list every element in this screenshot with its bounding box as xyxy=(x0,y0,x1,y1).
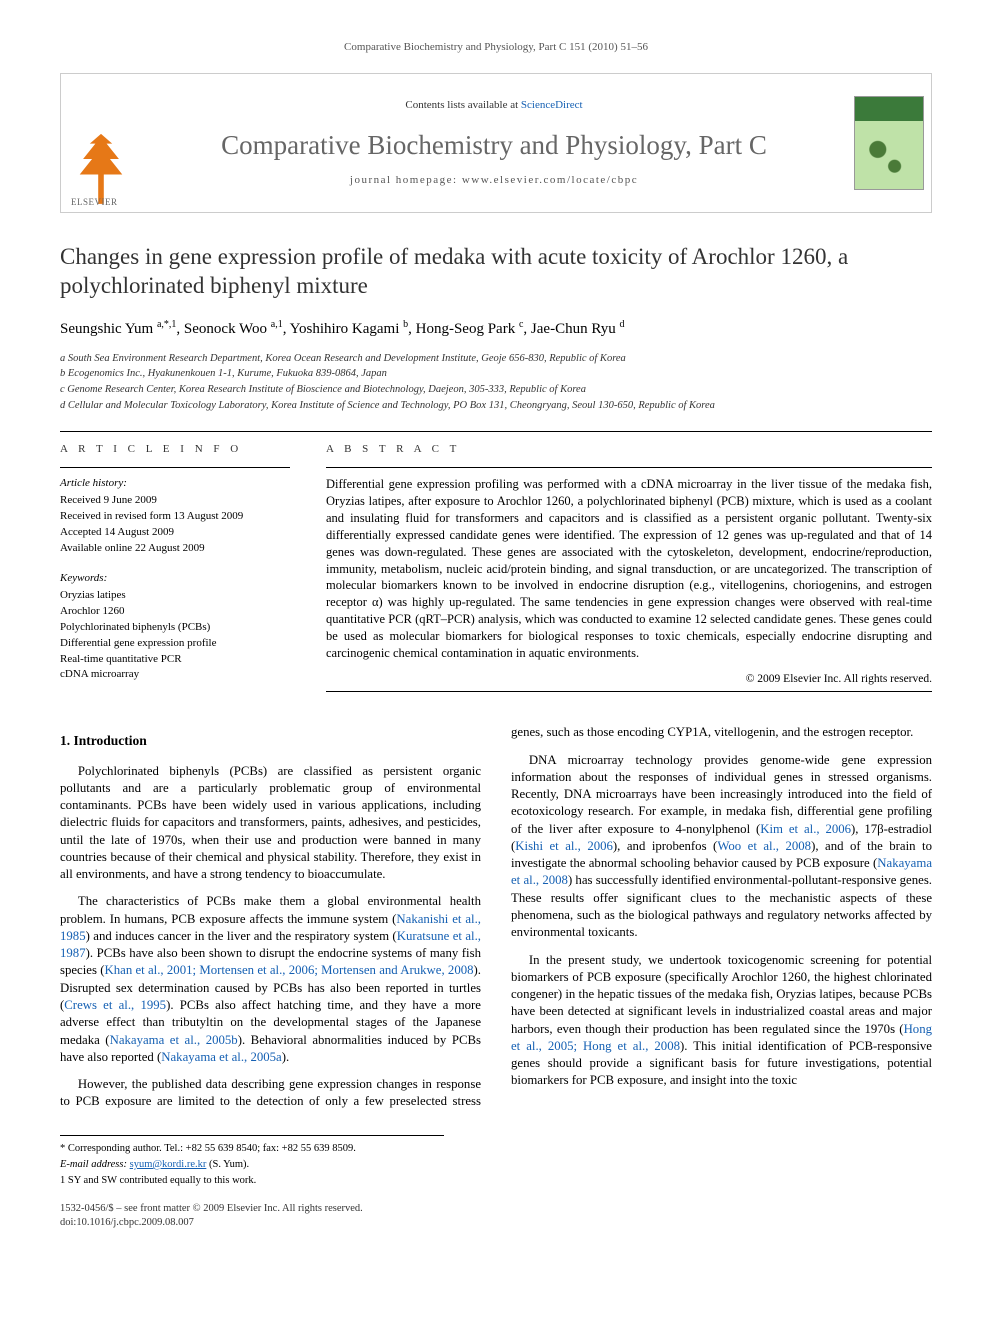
journal-cover-thumb xyxy=(847,74,931,212)
sciencedirect-link[interactable]: ScienceDirect xyxy=(521,99,583,111)
journal-homepage-line: journal homepage: www.elsevier.com/locat… xyxy=(149,173,839,188)
author-list: Seungshic Yum a,*,1, Seonock Woo a,1, Yo… xyxy=(60,318,932,339)
affiliation-line: b Ecogenomics Inc., Hyakunenkouen 1-1, K… xyxy=(60,367,932,382)
abstract-copyright: © 2009 Elsevier Inc. All rights reserved… xyxy=(326,672,932,688)
body-paragraph: Polychlorinated biphenyls (PCBs) are cla… xyxy=(60,763,481,884)
publisher-logo: ELSEVIER xyxy=(61,74,141,212)
keyword-line: Polychlorinated biphenyls (PCBs) xyxy=(60,620,290,635)
article-history-heading: Article history: xyxy=(60,476,290,491)
doi-line: doi:10.1016/j.cbpc.2009.08.007 xyxy=(60,1216,932,1230)
cover-image-icon xyxy=(854,96,924,190)
history-line: Received 9 June 2009 xyxy=(60,493,290,508)
keyword-line: Differential gene expression profile xyxy=(60,636,290,651)
keyword-line: cDNA microarray xyxy=(60,667,290,682)
elsevier-tree-icon xyxy=(73,134,129,204)
article-info-block: a r t i c l e i n f o Article history: R… xyxy=(60,442,290,700)
equal-contribution-note: 1 SY and SW contributed equally to this … xyxy=(60,1174,444,1188)
corresponding-author-note: * Corresponding author. Tel.: +82 55 639… xyxy=(60,1142,444,1156)
publisher-name: ELSEVIER xyxy=(71,196,118,208)
body-paragraph: DNA microarray technology provides genom… xyxy=(511,752,932,942)
history-line: Received in revised form 13 August 2009 xyxy=(60,509,290,524)
abstract-block: a b s t r a c t Differential gene expres… xyxy=(326,442,932,700)
body-paragraph: The characteristics of PCBs make them a … xyxy=(60,893,481,1066)
email-line: E-mail address: syum@kordi.re.kr (S. Yum… xyxy=(60,1158,444,1172)
body-paragraph: In the present study, we undertook toxic… xyxy=(511,952,932,1090)
contents-prefix: Contents lists available at xyxy=(405,99,520,111)
front-matter-line: 1532-0456/$ – see front matter © 2009 El… xyxy=(60,1202,932,1216)
affiliation-line: c Genome Research Center, Korea Research… xyxy=(60,383,932,398)
keywords-heading: Keywords: xyxy=(60,571,290,586)
page-footer: 1532-0456/$ – see front matter © 2009 El… xyxy=(60,1202,932,1230)
homepage-prefix: journal homepage: xyxy=(350,174,462,186)
article-body: 1. Introduction Polychlorinated biphenyl… xyxy=(60,724,932,1110)
divider xyxy=(60,431,932,432)
article-title: Changes in gene expression profile of me… xyxy=(60,243,932,301)
masthead: ELSEVIER Contents lists available at Sci… xyxy=(60,73,932,213)
abstract-label: a b s t r a c t xyxy=(326,442,932,457)
history-line: Available online 22 August 2009 xyxy=(60,541,290,556)
abstract-text: Differential gene expression profiling w… xyxy=(326,476,932,662)
email-label: E-mail address: xyxy=(60,1159,130,1170)
affiliation-line: d Cellular and Molecular Toxicology Labo… xyxy=(60,399,932,414)
keyword-line: Arochlor 1260 xyxy=(60,604,290,619)
contents-available-line: Contents lists available at ScienceDirec… xyxy=(149,98,839,113)
article-info-label: a r t i c l e i n f o xyxy=(60,442,290,457)
journal-name: Comparative Biochemistry and Physiology,… xyxy=(149,127,839,163)
homepage-url: www.elsevier.com/locate/cbpc xyxy=(462,174,638,186)
footnotes: * Corresponding author. Tel.: +82 55 639… xyxy=(60,1135,444,1189)
affiliation-line: a South Sea Environment Research Departm… xyxy=(60,352,932,367)
section-heading-introduction: 1. Introduction xyxy=(60,732,481,750)
keyword-line: Oryzias latipes xyxy=(60,588,290,603)
email-tail: (S. Yum). xyxy=(206,1159,249,1170)
keyword-line: Real-time quantitative PCR xyxy=(60,652,290,667)
history-line: Accepted 14 August 2009 xyxy=(60,525,290,540)
affiliations: a South Sea Environment Research Departm… xyxy=(60,352,932,414)
author-email-link[interactable]: syum@kordi.re.kr xyxy=(130,1159,207,1170)
running-head: Comparative Biochemistry and Physiology,… xyxy=(60,40,932,55)
